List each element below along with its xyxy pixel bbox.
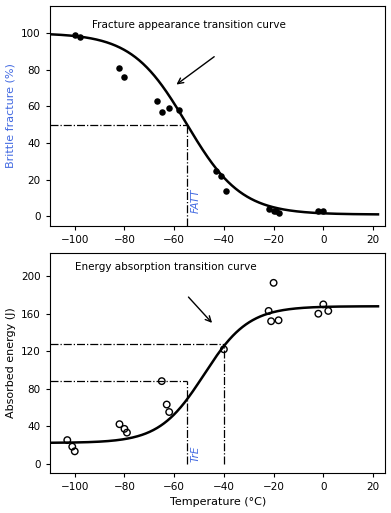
Point (223, 187, 230, 195)
Point (265, 307, 272, 315)
Point (221, 345, 227, 353)
Text: Fracture appearance transition curve: Fracture appearance transition curve (92, 20, 286, 30)
Point (275, 316, 282, 324)
Point (124, 428, 130, 437)
Point (213, 166, 220, 174)
Point (121, 73, 127, 81)
Point (218, 172, 224, 180)
Point (273, 207, 279, 215)
Point (64, 436, 70, 444)
Point (117, 420, 123, 428)
Point (166, 408, 172, 416)
Point (121, 425, 127, 433)
Point (268, 317, 274, 325)
Point (320, 207, 326, 215)
Point (315, 207, 321, 215)
Y-axis label: Brittle fracture (%): Brittle fracture (%) (6, 63, 16, 168)
X-axis label: Temperature (°C): Temperature (°C) (170, 498, 266, 507)
Point (315, 310, 321, 318)
Text: TrE: TrE (190, 445, 200, 462)
Point (275, 209, 282, 217)
Text: Energy absorption transition curve: Energy absorption transition curve (75, 262, 256, 272)
Point (154, 97, 160, 105)
Point (77, 33, 83, 41)
Point (72, 447, 78, 456)
Point (325, 307, 332, 315)
Point (163, 401, 170, 409)
Point (69, 443, 75, 451)
Point (271, 207, 277, 215)
Point (166, 104, 172, 112)
Point (72, 31, 78, 39)
Point (271, 279, 277, 287)
Point (159, 377, 165, 385)
Point (176, 106, 182, 114)
Point (265, 205, 272, 213)
Text: FATT: FATT (190, 188, 200, 213)
Point (159, 108, 165, 116)
Point (117, 64, 123, 72)
Point (320, 300, 326, 308)
Y-axis label: Absorbed energy (J): Absorbed energy (J) (5, 307, 16, 418)
